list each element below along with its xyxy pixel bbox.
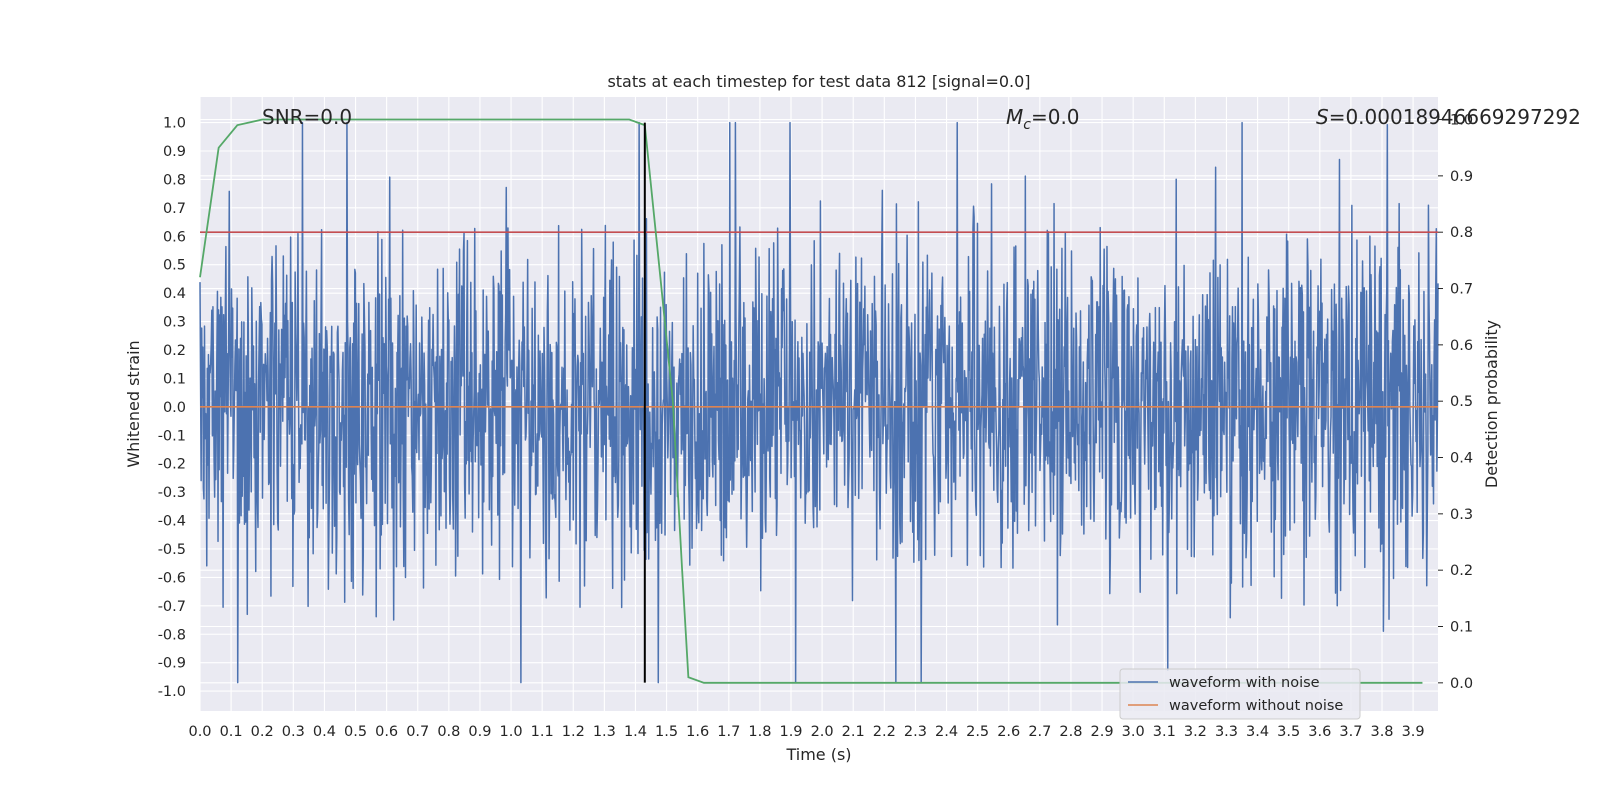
y-tick-label: -1.0 — [158, 684, 186, 700]
x-tick-label: 3.3 — [1215, 724, 1238, 740]
x-tick-label: 1.6 — [686, 724, 709, 740]
y2-tick-label: 1.0 — [1450, 113, 1473, 129]
x-tick-label: 3.5 — [1277, 724, 1300, 740]
score-annotation: S=0.00018946669297292 — [1316, 105, 1581, 129]
x-tick-labels: 0.0 0.1 0.2 0.3 0.4 0.5 0.6 0.7 0.8 0.9 1.0 1.1 1.2 1… — [188, 724, 1424, 740]
y2-tick-label: 0.8 — [1450, 225, 1473, 241]
y2-tick-label: 0.3 — [1450, 507, 1473, 523]
x-tick-label: 2.7 — [1028, 724, 1051, 740]
x-tick-label: 0.4 — [313, 724, 336, 740]
legend: waveform with noise waveform without noi… — [1119, 668, 1361, 720]
x-tick-label: 2.9 — [1091, 724, 1114, 740]
x-tick-label: 3.4 — [1246, 724, 1269, 740]
y-tick-label: 0.3 — [163, 315, 186, 331]
x-tick-label: 1.4 — [624, 724, 647, 740]
score-value: =0.00018946669297292 — [1329, 105, 1581, 129]
y-tick-label: 0.6 — [163, 229, 186, 245]
x-tick-label: 3.1 — [1153, 724, 1176, 740]
y-axis-label: Whitened strain — [124, 340, 143, 467]
y2-tick-label: 0.9 — [1450, 169, 1473, 185]
x-tick-label: 2.4 — [935, 724, 958, 740]
x-tick-label: 1.1 — [531, 724, 554, 740]
x-axis-label: Time (s) — [785, 745, 851, 764]
y-tick-labels: 1.0 0.9 0.8 0.7 0.6 0.5 0.4 0.3 0.2 0.1 0.0 -0.1 -0.… — [158, 116, 186, 701]
x-tick-label: 1.0 — [500, 724, 523, 740]
y-tick-label: -0.1 — [158, 428, 186, 444]
x-tick-label: 0.9 — [468, 724, 491, 740]
y2-tick-label: 0.1 — [1450, 620, 1473, 636]
x-tick-label: 3.8 — [1370, 724, 1393, 740]
x-tick-label: 1.9 — [779, 724, 802, 740]
x-tick-label: 2.3 — [904, 724, 927, 740]
score-symbol: S — [1316, 105, 1329, 129]
y-tick-label: 0.7 — [163, 201, 186, 217]
y2-tick-label: 0.0 — [1450, 676, 1473, 692]
y-tick-label: 1.0 — [163, 116, 186, 132]
y-tick-label: -0.3 — [158, 485, 186, 501]
x-tick-label: 2.2 — [873, 724, 896, 740]
x-tick-label: 0.7 — [406, 724, 429, 740]
legend-label-noise: waveform with noise — [1169, 675, 1320, 691]
x-tick-label: 3.7 — [1339, 724, 1362, 740]
y-tick-label: -0.9 — [158, 656, 186, 672]
waveform-with-noise-series — [199, 121, 1439, 684]
y2-tick-label: 0.5 — [1450, 394, 1473, 410]
y-tick-label: -0.7 — [158, 599, 186, 615]
x-tick-label: 0.8 — [437, 724, 460, 740]
x-tick-label: 3.2 — [1184, 724, 1207, 740]
x-tick-label: 1.2 — [562, 724, 585, 740]
detection-probability-line — [199, 118, 1423, 684]
x-tick-label: 2.8 — [1059, 724, 1082, 740]
x-tick-label: 2.0 — [811, 724, 834, 740]
x-tick-label: 2.5 — [966, 724, 989, 740]
x-tick-label: 1.8 — [748, 724, 771, 740]
y2-tick-label: 0.6 — [1450, 338, 1473, 354]
x-tick-label: 0.2 — [251, 724, 274, 740]
snr-annotation: SNR=0.0 — [262, 105, 352, 129]
y-tick-label: 0.4 — [163, 286, 186, 302]
y2-tick-labels: 1.0 0.9 0.8 0.7 0.6 0.5 0.4 0.3 0.2 0.1 0.0 — [1438, 113, 1473, 692]
x-tick-label: 0.3 — [282, 724, 305, 740]
y-tick-label: -0.8 — [158, 627, 186, 643]
y-tick-label: 0.5 — [163, 258, 186, 274]
y-tick-label: -0.2 — [158, 457, 186, 473]
y-tick-label: -0.4 — [158, 514, 186, 530]
waveform-with-noise-line — [199, 121, 1439, 684]
x-tick-label: 3.0 — [1122, 724, 1145, 740]
x-tick-label: 1.3 — [593, 724, 616, 740]
chirp-mass-value: =0.0 — [1031, 105, 1080, 129]
y-tick-label: -0.5 — [158, 542, 186, 558]
y2-tick-label: 0.4 — [1450, 451, 1473, 467]
x-tick-label: 1.7 — [717, 724, 740, 740]
y2-tick-label: 0.2 — [1450, 563, 1473, 579]
y-tick-label: 0.0 — [163, 400, 186, 416]
y2-axis-label: Detection probability — [1482, 320, 1501, 488]
x-tick-label: 3.9 — [1402, 724, 1425, 740]
y-tick-label: 0.8 — [163, 172, 186, 188]
chirp-mass-subscript: c — [1023, 117, 1031, 133]
x-tick-label: 2.6 — [997, 724, 1020, 740]
y-tick-label: 0.2 — [163, 343, 186, 359]
y-tick-label: 0.1 — [163, 371, 186, 387]
chart-title: stats at each timestep for test data 812… — [607, 72, 1030, 91]
legend-label-clean: waveform without noise — [1169, 698, 1343, 714]
y2-tick-label: 0.7 — [1450, 282, 1473, 298]
x-tick-label: 0.6 — [375, 724, 398, 740]
x-tick-label: 3.6 — [1308, 724, 1331, 740]
y-tick-label: 0.9 — [163, 144, 186, 160]
y-tick-label: -0.6 — [158, 570, 186, 586]
chirp-mass-symbol: M — [1006, 105, 1023, 129]
x-tick-label: 0.5 — [344, 724, 367, 740]
legend-box — [1119, 668, 1361, 720]
x-tick-label: 0.0 — [188, 724, 211, 740]
x-tick-label: 1.5 — [655, 724, 678, 740]
chirp-mass-annotation: Mc=0.0 — [1006, 105, 1080, 133]
x-tick-label: 2.1 — [842, 724, 865, 740]
x-tick-label: 0.1 — [220, 724, 243, 740]
